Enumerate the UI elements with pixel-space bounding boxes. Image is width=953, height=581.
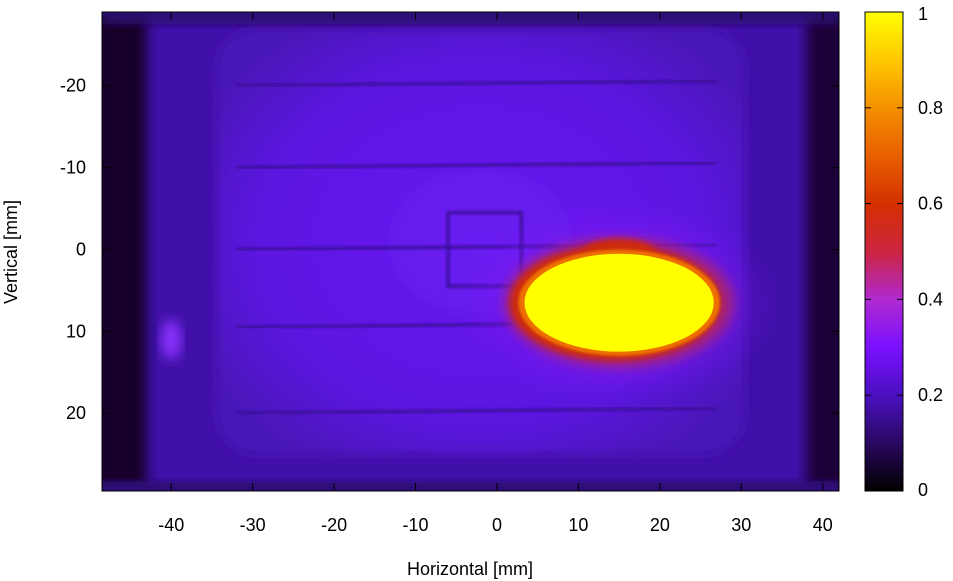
hot-spot-core xyxy=(524,253,714,352)
x-tick-label-8: 40 xyxy=(813,515,833,535)
x-tick-label-5: 10 xyxy=(568,515,588,535)
colorbar-axis: 0 0.2 0.4 0.6 0.8 1 xyxy=(865,4,943,500)
x-tick-label-3: -10 xyxy=(403,515,429,535)
y-tick-label-3: 10 xyxy=(66,321,86,341)
y-tick-label-0: -20 xyxy=(60,76,86,96)
axes: -40 -30 -20 -10 0 10 20 30 40 -20 -10 0 10 20 xyxy=(60,12,839,535)
x-tick-label-4: 0 xyxy=(492,515,502,535)
y-tick-label-1: -10 xyxy=(60,158,86,178)
colorbar-tick-label-0: 0 xyxy=(918,480,928,500)
plot-area xyxy=(102,12,839,491)
colorbar-tick-label-2: 0.4 xyxy=(918,289,943,309)
plate-grid-line-horizontal-4 xyxy=(236,406,717,415)
plate-grid-line-horizontal-0 xyxy=(236,79,717,88)
plate-grid-line-horizontal-1 xyxy=(236,161,717,170)
colorbar-tick-label-5: 1 xyxy=(918,4,928,24)
colorbar-tick-label-4: 0.8 xyxy=(918,98,943,118)
x-tick-label-1: -30 xyxy=(240,515,266,535)
plot-frame xyxy=(101,11,840,492)
y-tick-label-2: 0 xyxy=(76,239,86,259)
x-tick-label-0: -40 xyxy=(158,515,184,535)
y-axis-label: Vertical [mm] xyxy=(1,200,21,304)
colorbar-tick-label-1: 0.2 xyxy=(918,385,943,405)
y-tick-label-4: 20 xyxy=(66,403,86,423)
x-tick-label-2: -20 xyxy=(321,515,347,535)
heatmap-bottom-dark-edge xyxy=(102,481,839,491)
heatmap-right-dark-edge xyxy=(806,12,839,491)
heatmap-left-bright-spot xyxy=(161,319,182,360)
x-tick-label-6: 20 xyxy=(650,515,670,535)
x-tick-label-7: 30 xyxy=(731,515,751,535)
colorbar xyxy=(864,11,904,492)
colorbar-tick-label-3: 0.6 xyxy=(918,194,943,214)
x-axis-label: Horizontal [mm] xyxy=(407,559,533,579)
heatmap-left-dark-edge xyxy=(102,12,147,491)
heatmap-top-dark-edge xyxy=(102,12,839,24)
